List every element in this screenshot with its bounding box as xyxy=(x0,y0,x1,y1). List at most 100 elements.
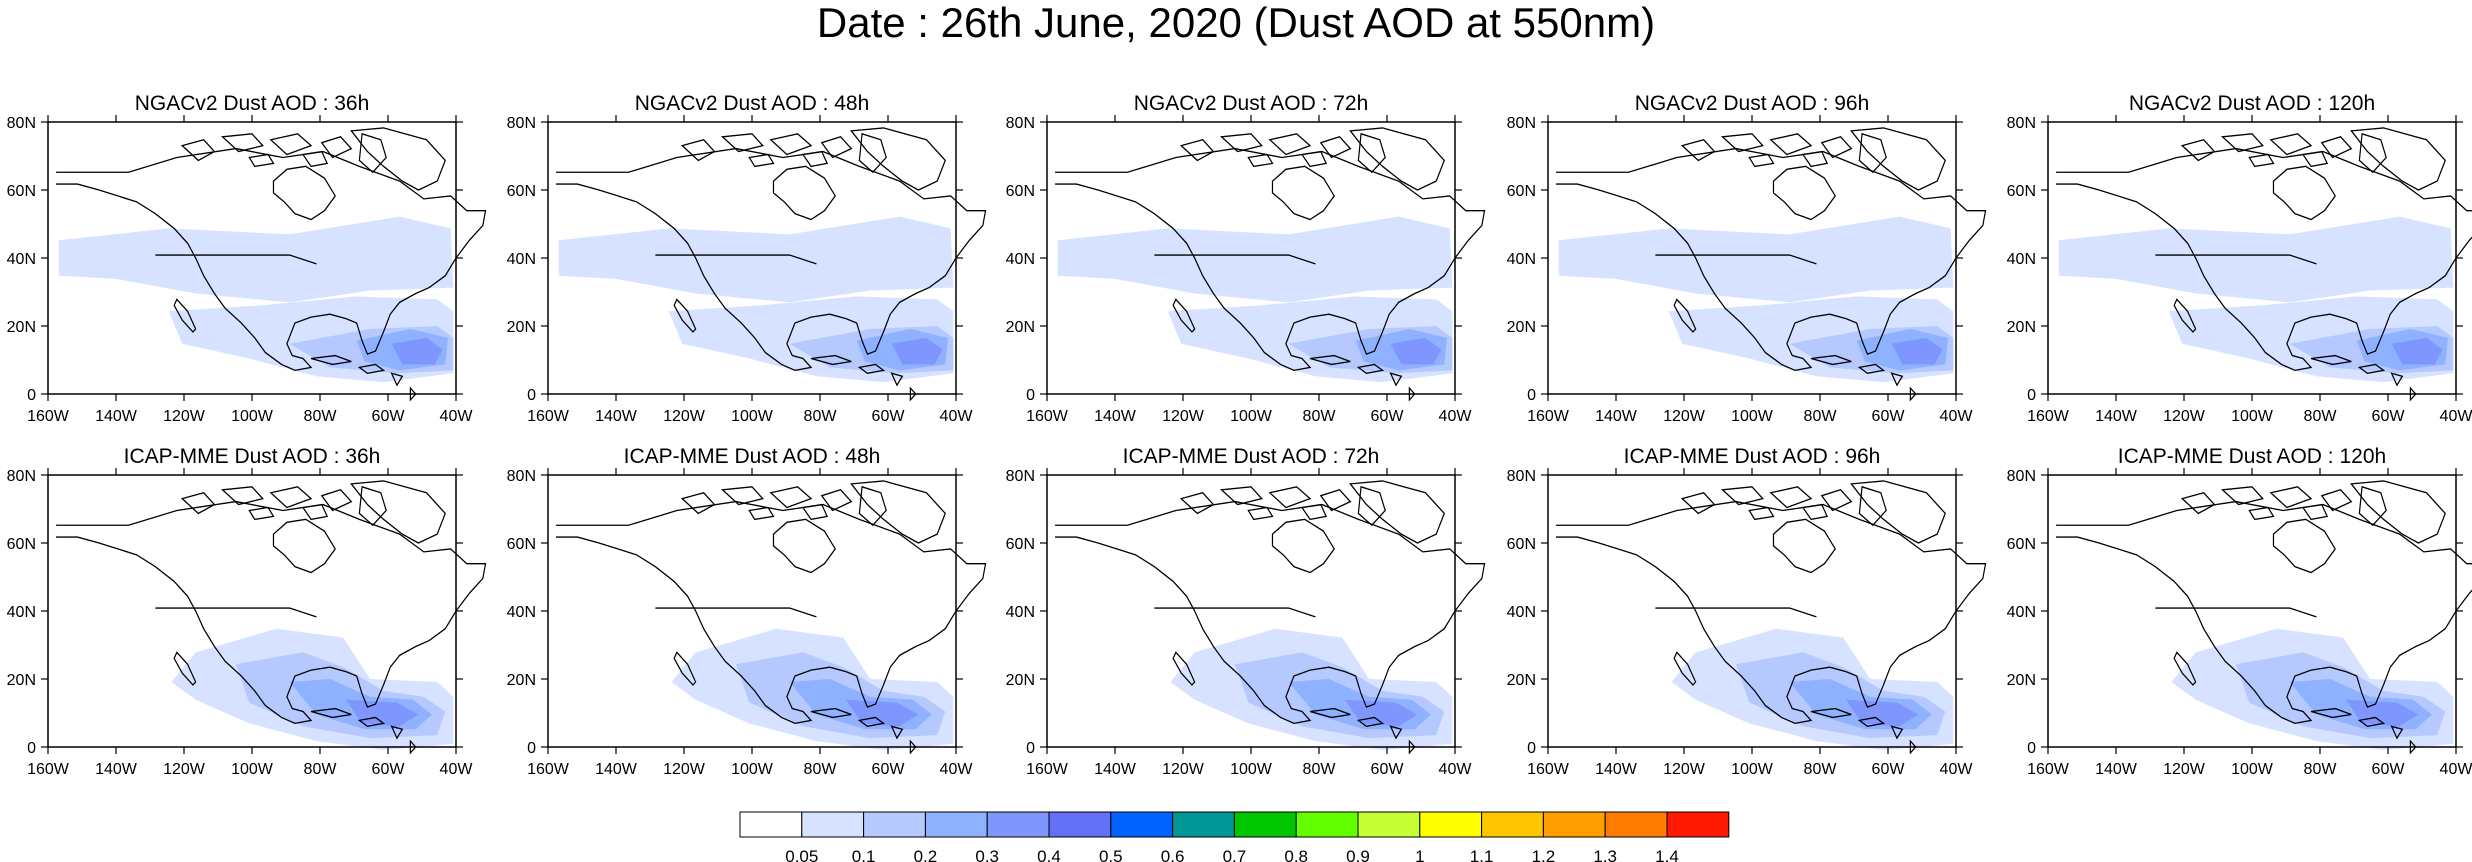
lon-tick-label: 60W xyxy=(372,761,406,778)
lon-tick-label: 120W xyxy=(1663,408,1706,425)
lat-tick-label: 60N xyxy=(1507,183,1536,200)
lon-tick-label: 160W xyxy=(1026,761,1069,778)
lat-tick-label: 80N xyxy=(7,115,36,132)
lon-tick-label: 40W xyxy=(1439,408,1473,425)
lat-tick-label: 0 xyxy=(2027,387,2036,404)
panel-title: ICAP-MME Dust AOD : 120h xyxy=(2118,445,2386,468)
lat-tick-label: 60N xyxy=(507,536,536,553)
lon-tick-label: 120W xyxy=(663,761,706,778)
colorbar-box xyxy=(1110,811,1174,838)
lat-tick-label: 80N xyxy=(507,468,536,485)
colorbar-label: 0.9 xyxy=(1346,847,1370,862)
lat-tick-label: 80N xyxy=(1006,115,1035,132)
lat-tick-label: 0 xyxy=(527,387,536,404)
lat-tick-label: 60N xyxy=(1006,536,1035,553)
lon-tick-label: 40W xyxy=(2440,761,2472,778)
lon-tick-label: 40W xyxy=(440,408,474,425)
lon-tick-label: 80W xyxy=(1804,408,1838,425)
lat-tick-label: 40N xyxy=(7,604,36,621)
lon-tick-label: 140W xyxy=(595,408,638,425)
dust-aod-field xyxy=(2058,216,2454,383)
panel-title: NGACv2 Dust AOD : 72h xyxy=(1134,92,1369,115)
colorbar-label: 1 xyxy=(1415,847,1424,862)
lat-tick-label: 0 xyxy=(27,387,36,404)
lon-tick-label: 80W xyxy=(1303,408,1337,425)
colorbar-label: 0.05 xyxy=(785,847,818,862)
lon-tick-label: 60W xyxy=(1371,761,1405,778)
colorbar-box xyxy=(1481,811,1544,838)
lon-tick-label: 80W xyxy=(804,761,838,778)
panel-title: NGACv2 Dust AOD : 96h xyxy=(1635,92,1870,115)
lon-tick-label: 100W xyxy=(1230,761,1273,778)
lon-tick-label: 140W xyxy=(1595,408,1638,425)
lon-tick-label: 80W xyxy=(2304,761,2338,778)
map-panel: NGACv2 Dust AOD : 36h 160W 140W 120W 100W 80W… xyxy=(7,92,487,425)
panel-title: NGACv2 Dust AOD : 36h xyxy=(135,92,370,115)
dust-aod-field xyxy=(171,628,454,750)
lat-tick-label: 40N xyxy=(1006,251,1035,268)
lat-tick-label: 40N xyxy=(507,251,536,268)
colorbar-box xyxy=(1419,811,1483,838)
colorbar: 0.05 0.1 0.2 0.3 0.4 0.5 0.6 0.7 0.8 0.9 1 1.1 1.2 1.… xyxy=(739,811,1730,862)
lat-tick-label: 20N xyxy=(7,672,36,689)
lon-tick-label: 80W xyxy=(804,408,838,425)
colorbar-label: 0.1 xyxy=(852,847,876,862)
lon-tick-label: 40W xyxy=(1439,761,1473,778)
lat-tick-label: 20N xyxy=(2007,672,2036,689)
lon-tick-label: 60W xyxy=(2372,408,2406,425)
lat-tick-label: 40N xyxy=(1507,251,1536,268)
lat-tick-label: 40N xyxy=(1507,604,1536,621)
lat-tick-label: 80N xyxy=(507,115,536,132)
lon-tick-label: 160W xyxy=(27,761,70,778)
lon-tick-label: 160W xyxy=(1527,761,1570,778)
dust-aod-field xyxy=(1170,628,1453,750)
lon-tick-label: 120W xyxy=(1162,408,1205,425)
panel-title: ICAP-MME Dust AOD : 96h xyxy=(1624,445,1881,468)
lat-tick-label: 80N xyxy=(7,468,36,485)
lon-tick-label: 60W xyxy=(2372,761,2406,778)
colorbar-label: 0.5 xyxy=(1099,847,1123,862)
lat-tick-label: 60N xyxy=(1507,536,1536,553)
lon-tick-label: 100W xyxy=(2231,408,2274,425)
map-panel: ICAP-MME Dust AOD : 36h 160W 140W 120W 100W 8… xyxy=(7,445,487,778)
lat-tick-label: 20N xyxy=(2007,319,2036,336)
map-panel: ICAP-MME Dust AOD : 72h 160W 140W 120W 100W 8… xyxy=(1006,445,1486,778)
dust-aod-field xyxy=(558,216,954,383)
map-panel: ICAP-MME Dust AOD : 120h 160W 140W 120W 100W… xyxy=(2007,445,2472,778)
lon-tick-label: 40W xyxy=(940,761,974,778)
lon-tick-label: 160W xyxy=(27,408,70,425)
panel-title: ICAP-MME Dust AOD : 36h xyxy=(124,445,381,468)
lon-tick-label: 60W xyxy=(1872,408,1906,425)
figure-title: Date : 26th June, 2020 (Dust AOD at 550n… xyxy=(816,0,1656,46)
lon-tick-label: 160W xyxy=(1026,408,1069,425)
lat-tick-label: 0 xyxy=(1527,387,1536,404)
dust-aod-field xyxy=(1671,628,1954,750)
lon-tick-label: 160W xyxy=(527,408,570,425)
lat-tick-label: 0 xyxy=(527,740,536,757)
colorbar-box xyxy=(1295,811,1359,838)
colorbar-label: 1.2 xyxy=(1532,847,1556,862)
lon-tick-label: 160W xyxy=(2027,408,2070,425)
lon-tick-label: 140W xyxy=(1094,761,1137,778)
panel-title: NGACv2 Dust AOD : 48h xyxy=(635,92,870,115)
lon-tick-label: 80W xyxy=(1303,761,1337,778)
lat-tick-label: 40N xyxy=(1006,604,1035,621)
lon-tick-label: 100W xyxy=(231,761,274,778)
lon-tick-label: 120W xyxy=(2163,761,2206,778)
lon-tick-label: 140W xyxy=(1094,408,1137,425)
colorbar-box xyxy=(739,811,803,838)
lat-tick-label: 80N xyxy=(1507,115,1536,132)
lat-tick-label: 60N xyxy=(7,183,36,200)
lat-tick-label: 40N xyxy=(2007,251,2036,268)
lon-tick-label: 60W xyxy=(372,408,406,425)
lon-tick-label: 40W xyxy=(940,408,974,425)
lat-tick-label: 80N xyxy=(1006,468,1035,485)
colorbar-box xyxy=(863,811,926,838)
lon-tick-label: 80W xyxy=(304,408,338,425)
colorbar-box xyxy=(1666,811,1730,838)
lon-tick-label: 100W xyxy=(1731,408,1774,425)
lat-tick-label: 40N xyxy=(507,604,536,621)
colorbar-label: 0.8 xyxy=(1284,847,1308,862)
colorbar-box xyxy=(1233,811,1297,838)
